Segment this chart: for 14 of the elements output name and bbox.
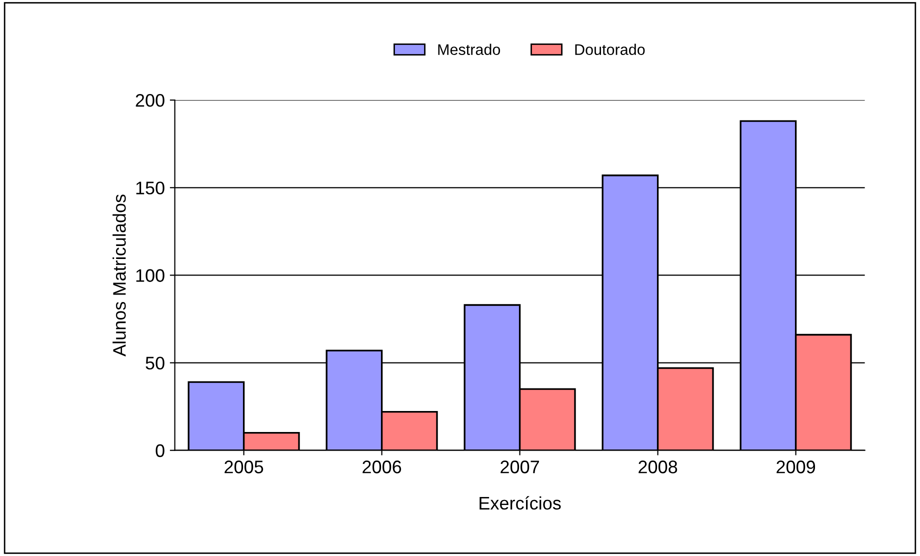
legend-label: Doutorado xyxy=(575,44,645,55)
y-axis-title: Alunos Matriculados xyxy=(112,194,126,356)
y-tick-label: 200 xyxy=(136,94,164,107)
x-tick-label: 2007 xyxy=(500,460,539,474)
y-tick-label: 50 xyxy=(146,356,164,370)
legend-label: Mestrado xyxy=(438,44,500,55)
y-tick-label: 0 xyxy=(156,444,164,458)
y-tick-label: 150 xyxy=(136,182,164,194)
y-tick-label: 100 xyxy=(136,269,164,282)
x-tick-label: 2009 xyxy=(776,460,816,474)
x-tick-label: 2006 xyxy=(362,460,402,474)
x-tick-label: 2008 xyxy=(638,460,678,474)
x-axis-title: Exercícios xyxy=(480,496,561,510)
x-tick-label: 2005 xyxy=(224,460,264,474)
